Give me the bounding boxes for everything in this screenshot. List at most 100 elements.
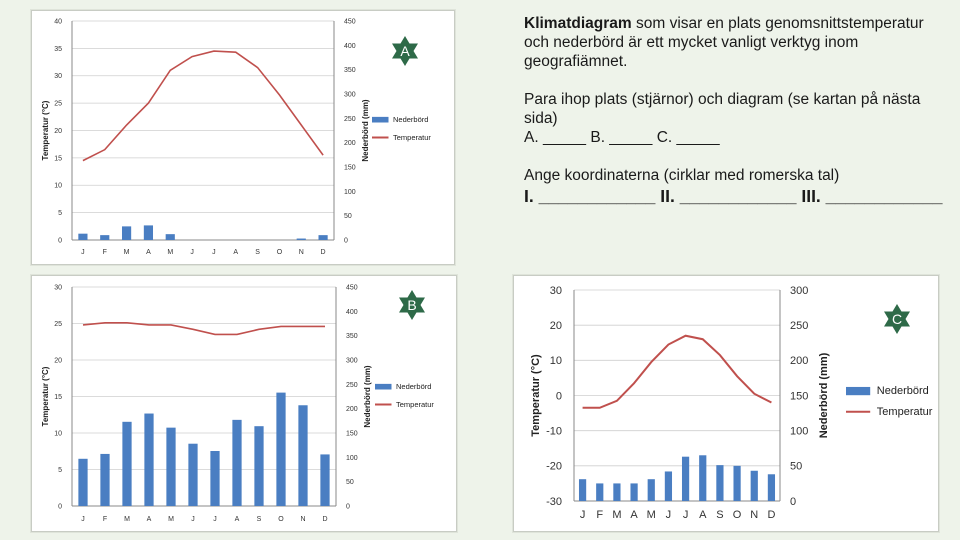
climate-diagram-b: 0 5 10 15 20 25 30 0 50 100 150 200 250 300 350 400 450 J… [31,275,457,532]
temp-tick-label: 30 [54,284,62,291]
intro-bold: Klimatdiagram [524,15,632,32]
star-icon [392,36,418,66]
precip-bar [296,238,306,240]
month-label: D [767,509,775,521]
precip-bar [750,470,758,501]
temp-tick-label: 10 [550,355,562,367]
temp-axis-title: Temperatur (°C) [41,100,50,160]
precip-axis-title: Nederbörd (mm) [361,99,370,162]
month-label: D [322,516,327,523]
precip-bar [143,225,154,240]
month-label: J [666,509,672,521]
legend-bar-swatch [375,383,392,390]
temp-tick-label: 5 [58,210,62,217]
legend-temp-label: Temperatur [393,133,431,142]
precip-tick-label: 300 [344,91,356,98]
climate-diagram-c: -30 -20 -10 0 10 20 30 0 50 100 150 200 250 300 J F M A M J… [513,275,939,532]
pair-answer-line: A. _____ B. _____ C. _____ [524,129,720,146]
star-marker-a: A [389,35,421,67]
star-shape [399,290,425,320]
precip-tick-label: 0 [346,503,350,510]
precip-bar [166,427,176,506]
legend-precip-label: Nederbörd [877,385,929,397]
month-label: M [167,249,173,256]
legend-temp-label: Temperatur [877,406,933,418]
precip-bar [664,471,673,501]
precip-bar [699,455,707,501]
coordinate-instruction: Ange koordinaterna (cirklar med romerska… [524,167,840,184]
temp-tick-label: 10 [54,183,62,190]
precip-bar [121,226,132,240]
precip-tick-label: 400 [346,309,358,316]
month-label: O [733,509,742,521]
precip-tick-label: 250 [790,320,808,332]
precip-bar [647,479,655,501]
temperature-line [82,321,325,336]
month-label: M [647,509,656,521]
coordinate-answer-line: I. ____________ II. ____________ III. __… [524,186,943,206]
temp-tick-label: 25 [54,101,62,108]
climate-diagram-a-svg: 0510152025303540050100150200250300350400… [41,18,431,256]
intro-paragraph: Klimatdiagram som visar en plats genomsn… [524,14,944,71]
month-label: J [81,516,85,523]
month-label: J [191,516,195,523]
temperature-line [82,50,324,162]
precip-tick-label: 300 [790,285,808,297]
star-label: C [891,311,903,327]
star-marker-c: C [881,303,913,335]
star-icon [399,290,425,320]
precip-axis-title: Nederbörd (mm) [363,365,372,428]
precip-tick-label: 100 [346,455,358,462]
legend-precip-label: Nederbörd [396,382,431,391]
precip-tick-label: 450 [344,18,356,25]
legend-precip-label: Nederbörd [393,115,428,124]
precip-bar [165,234,175,240]
temp-tick-label: 15 [54,155,62,162]
month-label: O [278,516,284,523]
precip-bar [100,453,110,506]
precip-axis-title: Nederbörd (mm) [818,352,830,438]
precip-bar [188,443,198,506]
climate-diagram-a: 0 5 10 15 20 25 30 35 40 0 50 100 150 200 250 300 350 400… [31,10,455,265]
temp-axis-title: Temperatur (°C) [530,354,542,437]
month-label: F [103,249,107,256]
month-label: F [596,509,603,521]
legend-temp-label: Temperatur [396,400,434,409]
month-label: J [213,516,217,523]
precip-bar [596,483,604,501]
temp-tick-label: 10 [54,430,62,437]
temp-tick-label: 40 [54,18,62,25]
precip-tick-label: 150 [346,430,358,437]
temperature-line [582,334,772,409]
precip-tick-label: 150 [344,164,356,171]
month-label: S [257,516,262,523]
temp-tick-label: -20 [546,461,562,473]
month-label: A [630,509,638,521]
precip-tick-label: 400 [344,43,356,50]
month-label: M [124,516,130,523]
precip-bar [144,413,154,506]
temp-tick-label: 35 [54,46,62,53]
temp-axis-title: Temperatur (°C) [41,366,50,426]
precip-bar [298,405,308,506]
month-label: J [212,249,216,256]
precip-bar [78,458,88,506]
precip-tick-label: 100 [790,426,808,438]
month-label: N [750,509,758,521]
intro-rest: som visar en plats genomsnittstemperatur… [524,15,924,70]
temp-tick-label: 0 [58,503,62,510]
pair-instruction: Para ihop plats (stjärnor) och diagram (… [524,91,921,127]
temp-tick-label: 20 [550,320,562,332]
temp-tick-label: 15 [54,394,62,401]
star-marker-b: B [396,289,428,321]
month-label: M [124,249,130,256]
precip-bar [122,421,132,506]
precip-tick-label: 250 [346,382,358,389]
month-label: J [683,509,689,521]
precip-bar [276,392,286,506]
precip-tick-label: 50 [344,213,352,220]
precip-bar [681,456,690,501]
precip-tick-label: 50 [790,461,802,473]
precip-bar [210,451,220,506]
